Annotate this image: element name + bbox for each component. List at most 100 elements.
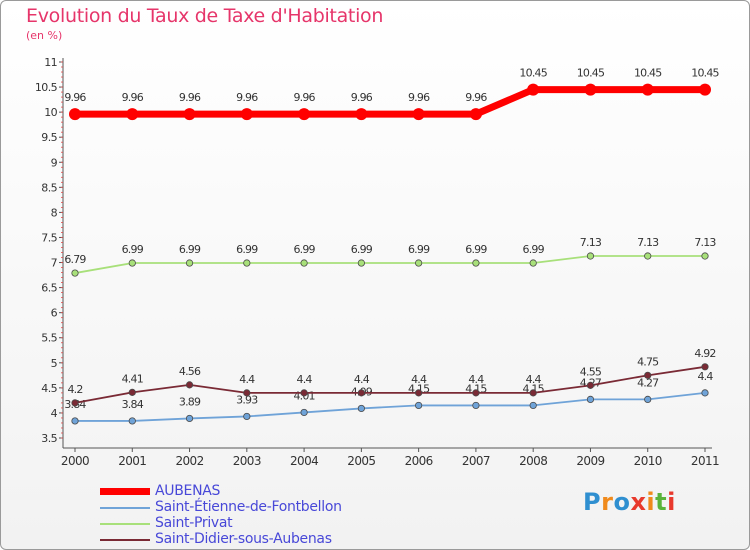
- series-point-2: [128, 417, 136, 425]
- x-tick-label: 2009: [576, 454, 604, 468]
- series-point-2: [71, 417, 79, 425]
- data-label: 3.93: [236, 393, 258, 406]
- data-label: 6.79: [64, 253, 86, 266]
- data-label: 7.13: [637, 236, 659, 249]
- series-point-4: [529, 389, 537, 397]
- y-tick-label: 8.5: [41, 181, 57, 194]
- logo-letter: o: [613, 488, 631, 516]
- series-point-2: [185, 414, 194, 423]
- data-label: 6.99: [179, 243, 201, 256]
- legend-label: AUBENAS: [155, 483, 221, 499]
- logo-letter: r: [601, 488, 614, 516]
- data-label: 4.41: [122, 372, 143, 385]
- legend-label: Saint-Étienne-de-Fontbellon: [155, 499, 342, 515]
- series-point-2: [357, 404, 365, 413]
- series-point-2: [472, 401, 480, 410]
- x-tick-label: 2001: [118, 454, 146, 468]
- series-point-1: [240, 108, 253, 121]
- data-label: 10.45: [634, 67, 662, 80]
- data-label: 9.96: [236, 91, 258, 104]
- series-point-3: [300, 259, 308, 267]
- series-point-2: [529, 401, 537, 410]
- series-point-1: [699, 83, 711, 96]
- logo-letter: i: [646, 488, 656, 516]
- y-tick-label: 10.5: [35, 81, 58, 94]
- data-label: 6.99: [465, 243, 487, 256]
- series-point-2: [300, 408, 308, 417]
- proxiti-logo: Proxiti: [583, 488, 676, 516]
- data-label: 10.45: [577, 67, 605, 80]
- data-label: 4.4: [354, 373, 370, 386]
- series-line-1: [71, 86, 709, 118]
- series-point-1: [69, 108, 81, 121]
- data-label: 7.13: [694, 236, 716, 249]
- series-point-4: [701, 363, 709, 371]
- x-tick-label: 2005: [347, 454, 375, 468]
- data-label: 3.89: [179, 395, 201, 408]
- data-label: 4.4: [297, 373, 313, 386]
- y-tick-label: 6: [51, 307, 58, 320]
- y-tick-label: 4: [51, 407, 58, 420]
- series-point-3: [357, 259, 365, 267]
- series-point-1: [183, 108, 196, 121]
- chart-title: Evolution du Taux de Taxe d'Habitation: [26, 5, 384, 27]
- data-label: 10.45: [519, 67, 547, 80]
- data-label: 6.99: [351, 243, 373, 256]
- data-label: 6.99: [293, 243, 315, 256]
- series-point-3: [586, 252, 595, 260]
- x-tick-label: 2007: [462, 454, 490, 468]
- series-point-3: [243, 259, 251, 267]
- logo-letter: P: [583, 488, 602, 516]
- y-tick-label: 9: [51, 156, 58, 169]
- series-point-3: [529, 259, 537, 267]
- data-label: 9.96: [408, 91, 430, 104]
- data-label: 9.96: [64, 91, 86, 104]
- series-point-4: [128, 388, 136, 396]
- legend-swatch: [100, 523, 150, 525]
- data-label: 4.4: [239, 373, 255, 386]
- chart-subtitle: (en %): [26, 29, 63, 42]
- logo-letter: i: [667, 488, 676, 516]
- series-point-3: [701, 252, 709, 260]
- y-tick-label: 4.5: [41, 382, 57, 395]
- data-label: 9.96: [179, 91, 201, 104]
- y-tick-label: 7: [51, 257, 58, 270]
- series-point-1: [527, 83, 540, 96]
- data-label: 4.2: [67, 383, 82, 396]
- legend-swatch: [100, 488, 150, 495]
- y-tick-label: 10: [44, 106, 57, 119]
- series-point-1: [469, 108, 482, 121]
- series-point-1: [126, 108, 139, 121]
- data-label: 9.96: [351, 91, 373, 104]
- series-point-3: [185, 259, 194, 267]
- x-tick-label: 2000: [61, 454, 89, 468]
- y-tick-label: 5: [51, 357, 58, 370]
- y-tick-label: 6.5: [41, 282, 57, 295]
- series-point-3: [71, 269, 79, 277]
- series-point-4: [644, 371, 652, 379]
- x-tick-label: 2004: [290, 454, 318, 468]
- x-tick-label: 2006: [405, 454, 433, 468]
- series-point-4: [415, 389, 423, 397]
- series-line-2: [74, 391, 706, 422]
- series-point-3: [472, 259, 480, 267]
- data-label: 9.96: [465, 91, 487, 104]
- series-line-4: [74, 365, 706, 404]
- data-label: 4.55: [580, 365, 602, 378]
- series-point-1: [355, 108, 368, 121]
- data-label: 10.45: [691, 67, 719, 80]
- series-point-4: [472, 389, 480, 397]
- series-point-1: [298, 108, 311, 121]
- y-tick-label: 3.5: [41, 432, 57, 445]
- data-label: 4.4: [411, 373, 427, 386]
- series-point-2: [243, 412, 251, 421]
- series-point-1: [412, 108, 425, 121]
- data-label: 4.75: [637, 355, 659, 368]
- data-label: 3.84: [122, 398, 144, 411]
- y-tick-label: 11: [44, 56, 57, 69]
- data-label: 4.27: [637, 376, 659, 389]
- series-line-3: [74, 255, 706, 274]
- series-point-4: [300, 389, 308, 397]
- logo-letter: x: [630, 488, 647, 516]
- data-label: 6.99: [523, 243, 545, 256]
